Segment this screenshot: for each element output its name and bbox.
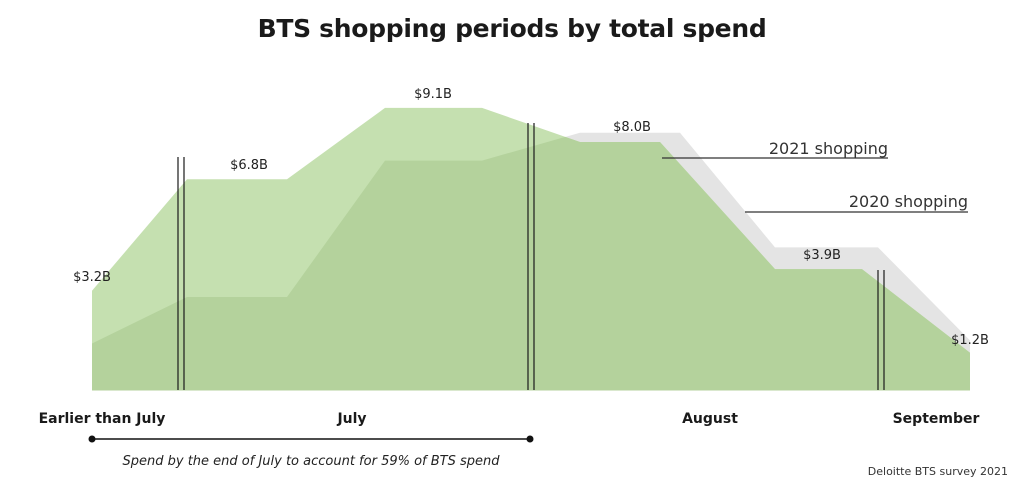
source-note: Deloitte BTS survey 2021 bbox=[868, 465, 1008, 478]
annotation-text: Spend by the end of July to account for … bbox=[122, 454, 500, 469]
data-label-august: $8.0B bbox=[613, 120, 651, 135]
chart-title: BTS shopping periods by total spend bbox=[257, 14, 767, 43]
legend-2020-shopping: 2020 shopping bbox=[849, 192, 968, 211]
category-label-august: August bbox=[682, 411, 738, 427]
legend-2021-shopping: 2021 shopping bbox=[769, 139, 888, 158]
category-label-earlier-than-july: Earlier than July bbox=[39, 411, 166, 427]
category-label-july: July bbox=[336, 411, 366, 427]
data-label-late-august: $3.9B bbox=[803, 248, 841, 263]
data-label-july: $6.8B bbox=[230, 158, 268, 173]
annotation-bracket-end-dot bbox=[526, 435, 534, 443]
category-label-september: September bbox=[893, 411, 980, 427]
annotation-bracket-start-dot bbox=[88, 435, 96, 443]
data-label-earlier-than-july: $3.2B bbox=[73, 270, 111, 285]
data-label-late-july: $9.1B bbox=[414, 87, 452, 102]
data-label-september: $1.2B bbox=[951, 333, 989, 348]
period-dividers bbox=[177, 123, 885, 390]
area-overlap bbox=[92, 136, 970, 390]
